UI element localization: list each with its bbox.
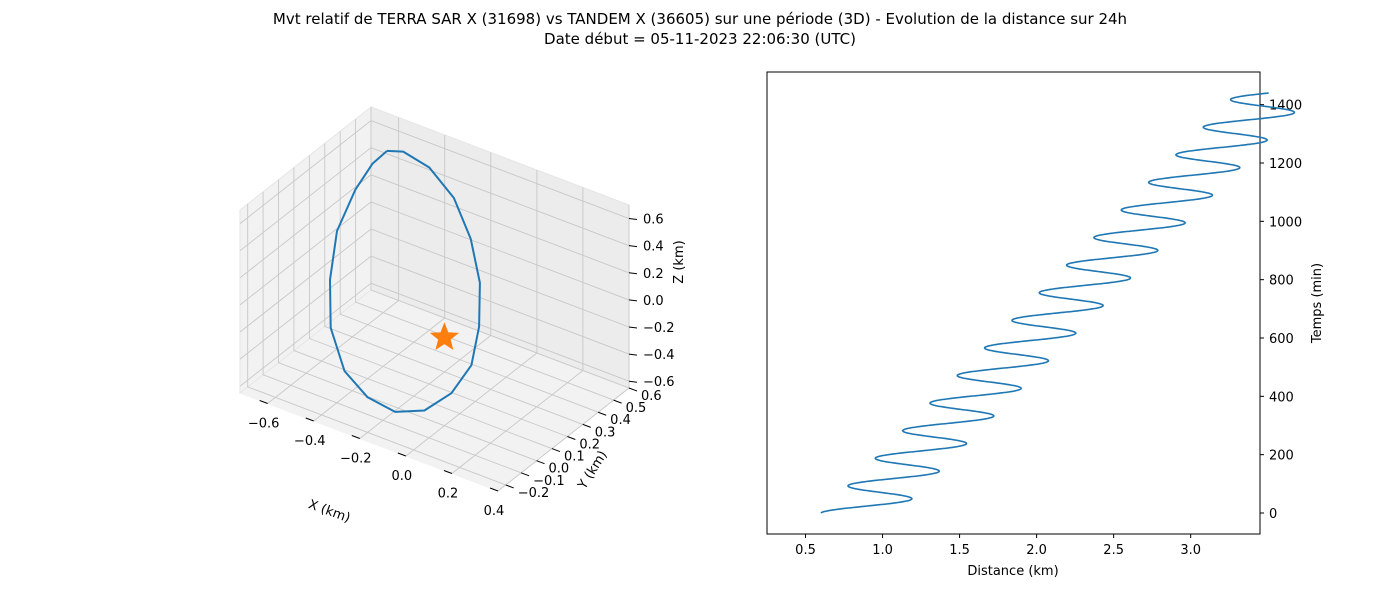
y-tick-label: 0.0 [549, 462, 570, 477]
z-grid-line [239, 228, 630, 333]
y-tick-label: −0.2 [518, 486, 550, 501]
y-tick-label: 0 [1269, 507, 1277, 522]
orbit-line [329, 149, 481, 413]
y-tick-label: 0.4 [610, 413, 631, 428]
z-grid-line [239, 255, 630, 360]
x-tick-label: 0.4 [484, 504, 505, 519]
y-tick [536, 460, 545, 465]
y-tick [505, 484, 514, 489]
z-grid-line [239, 174, 630, 279]
y-tick-label: 0.6 [641, 389, 662, 404]
y-grid-line [355, 119, 614, 401]
axis-ticks: −0.6−0.4−0.20.00.20.4−0.2−0.10.00.10.20.… [248, 213, 675, 519]
z-tick [628, 353, 638, 356]
y-tick-label: 0.2 [579, 437, 600, 452]
y-tick-label: 1000 [1269, 215, 1302, 230]
distance-series [820, 92, 1296, 514]
z-tick-label: −0.2 [643, 321, 675, 336]
y-grid-line [278, 179, 537, 462]
y-grid-line [308, 155, 568, 437]
x-tick-label: 0.2 [438, 487, 459, 502]
z-axis-label: Z (km) [672, 240, 687, 283]
z-tick-label: −0.6 [643, 375, 675, 390]
z-tick [628, 218, 638, 221]
y-tick-label: 0.3 [595, 425, 616, 440]
x-tick-label: −0.4 [294, 434, 326, 449]
z-grid-line [239, 201, 630, 306]
orbit-data [329, 149, 481, 413]
y-tick-label: 800 [1269, 274, 1294, 289]
x-tick-label: 3.0 [1180, 543, 1201, 558]
y-tick-label: 400 [1269, 390, 1294, 405]
x-tick-label: 2.0 [1026, 543, 1047, 558]
y-tick [582, 423, 591, 428]
x-tick [443, 470, 453, 474]
y-grid-line [339, 131, 599, 413]
plot-frame [766, 71, 1261, 535]
y-tick [613, 399, 622, 404]
x-tick-label: 0.5 [795, 543, 816, 558]
z-tick-label: 0.0 [643, 294, 664, 309]
y-grid-line [324, 143, 583, 425]
z-tick [628, 245, 638, 248]
y-grid-line [262, 191, 522, 474]
x-axis-label: Distance (km) [967, 564, 1058, 579]
x-tick-label: −0.2 [340, 452, 372, 467]
y-tick-label: 0.5 [626, 401, 647, 416]
z-tick-label: 0.4 [643, 240, 664, 255]
z-tick [628, 326, 638, 329]
distance-line [820, 92, 1296, 514]
x-tick [351, 435, 360, 439]
x-tick-label: 1.5 [949, 543, 970, 558]
z-grid-line [239, 147, 630, 252]
y-tick [551, 448, 561, 453]
y-tick-label: −0.1 [533, 474, 565, 489]
x-tick [259, 400, 268, 404]
z-tick-label: −0.4 [643, 348, 675, 363]
axis-ticks: 0.5 1.0 1.5 2.0 2.5 3.0 0 200 400 600 800 1000 1200 1… [795, 99, 1302, 558]
x-tick-label: −0.6 [248, 417, 280, 432]
figure-title: Mvt relatif de TERRA SAR X (31698) vs TA… [272, 10, 1128, 28]
y-tick [520, 472, 530, 477]
y-tick-label: 1200 [1269, 157, 1302, 172]
figure-subtitle: Date début = 05-11-2023 22:06:30 (UTC) [544, 30, 856, 48]
z-tick-label: 0.2 [643, 267, 664, 282]
x-tick [397, 452, 407, 457]
y-tick-label: 200 [1269, 449, 1294, 464]
y-tick [628, 387, 638, 392]
z-tick-label: 0.6 [643, 213, 664, 228]
y-axis-label: Temps (min) [1310, 263, 1325, 344]
y-tick-label: 600 [1269, 332, 1294, 347]
y-tick [598, 411, 607, 416]
y-grid-line [370, 107, 630, 389]
origin-star-marker [429, 322, 460, 351]
x-tick-label: 1.0 [872, 543, 893, 558]
y-grid-line [293, 167, 553, 450]
x-tick [489, 487, 499, 492]
y-tick [567, 436, 576, 440]
y-tick-label: 0.1 [564, 450, 585, 465]
x-tick-label: 0.0 [392, 469, 413, 484]
z-tick [628, 299, 638, 302]
z-grid-line [239, 120, 630, 224]
z-grid-line [239, 282, 630, 387]
grid-lines [239, 107, 630, 492]
z-tick [628, 380, 638, 383]
z-tick [628, 272, 638, 275]
y-grid-line [247, 203, 506, 486]
x-tick [305, 417, 314, 422]
x-tick-label: 2.5 [1103, 543, 1124, 558]
y-tick-label: 1400 [1269, 99, 1302, 114]
